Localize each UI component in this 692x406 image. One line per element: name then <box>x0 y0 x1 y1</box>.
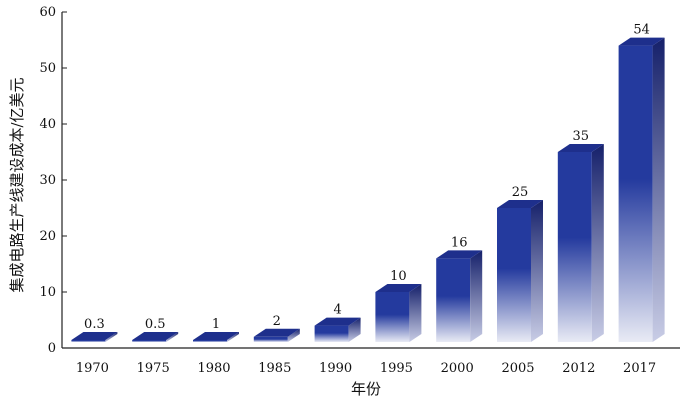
bar-side <box>287 328 300 342</box>
bar-1990 <box>314 317 361 342</box>
bar-top <box>557 144 604 152</box>
bar-top <box>314 317 361 326</box>
bar-front <box>253 336 288 342</box>
bar-top <box>193 332 239 340</box>
bar-front <box>618 45 653 342</box>
bar-side <box>348 317 361 342</box>
bar-top <box>497 200 543 208</box>
y-tick-label: 40 <box>39 117 56 132</box>
bar-front <box>436 258 471 342</box>
data-label-2017: 54 <box>633 23 650 38</box>
bars <box>71 37 665 342</box>
data-label-1975: 0.5 <box>145 317 166 332</box>
x-tick-label-1970: 1970 <box>76 361 109 376</box>
bar-2017 <box>618 37 665 342</box>
bar-top <box>71 332 118 340</box>
x-axis-title: 年份 <box>351 380 381 398</box>
x-tick-label-1985: 1985 <box>258 361 291 376</box>
y-axis-title: 集成电路生产线建设成本/亿美元 <box>8 77 26 292</box>
bar-top <box>436 250 483 259</box>
data-label-2000: 16 <box>451 235 468 250</box>
data-label-2005: 25 <box>512 185 529 200</box>
bar-2000 <box>436 250 483 342</box>
y-tick-label: 50 <box>39 61 56 76</box>
x-tick-label-2000: 2000 <box>441 361 474 376</box>
x-tick-label-2012: 2012 <box>562 361 595 376</box>
x-tick-label-2017: 2017 <box>623 361 656 376</box>
bar-1975 <box>132 332 179 342</box>
bar-side <box>409 284 422 342</box>
data-labels: 0.3 0.5 1 2 4 10 16 25 35 54 <box>84 23 650 332</box>
bar-2005 <box>497 200 543 342</box>
bar-side <box>470 250 483 342</box>
bar-top <box>253 328 300 337</box>
y-tick-label: 60 <box>39 5 56 20</box>
x-tick-label-1980: 1980 <box>197 361 230 376</box>
x-tick-label-1995: 1995 <box>380 361 413 376</box>
y-tick-label: 10 <box>39 285 56 300</box>
x-tick-label-2005: 2005 <box>501 361 534 376</box>
bar-side <box>531 200 543 342</box>
y-tick-label: 20 <box>39 229 56 244</box>
bar-side <box>227 332 239 342</box>
y-tick-label: 0 <box>48 341 56 356</box>
data-label-1970: 0.3 <box>84 317 105 332</box>
bar-top <box>132 332 179 340</box>
bar-2012 <box>557 144 604 342</box>
bar-front <box>71 340 106 342</box>
data-label-1985: 2 <box>273 314 281 329</box>
y-tick-label: 30 <box>39 173 56 188</box>
bar-side <box>652 37 665 342</box>
data-label-2012: 35 <box>573 129 590 144</box>
bar-1985 <box>253 328 300 342</box>
x-tick-label-1990: 1990 <box>319 361 352 376</box>
bar-front <box>375 292 410 342</box>
bar-1980 <box>193 332 239 342</box>
bar-top <box>618 37 665 46</box>
data-label-1995: 10 <box>390 269 407 284</box>
bar-front <box>497 208 531 342</box>
bar-side <box>591 144 604 342</box>
data-label-1980: 1 <box>212 317 220 332</box>
bar-side <box>166 332 179 342</box>
bar-front <box>314 325 349 342</box>
x-tick-label-1975: 1975 <box>137 361 170 376</box>
bar-side <box>105 332 118 342</box>
bar-1995 <box>375 284 422 342</box>
data-label-1990: 4 <box>333 303 341 318</box>
bar-front <box>132 340 167 342</box>
bar-top <box>375 284 422 292</box>
bar-1970 <box>71 332 118 342</box>
axes: 0 10 20 30 40 50 60 1970 1975 1980 1985 1990 1995 200… <box>39 5 680 376</box>
bar-front <box>193 340 227 342</box>
bar-front <box>557 152 592 342</box>
